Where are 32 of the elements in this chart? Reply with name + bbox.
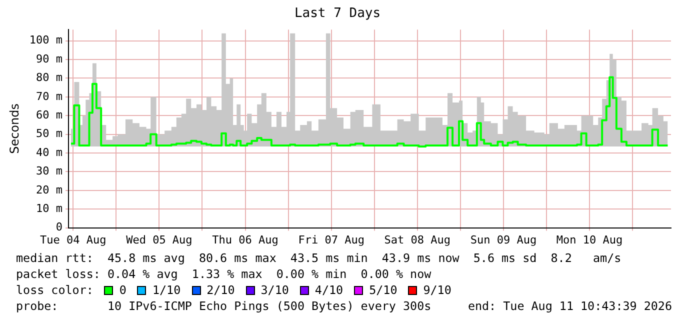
chart-title: Last 7 Days xyxy=(294,6,381,22)
text: median rtt: 45.8 ms avg 80.6 ms max 43.5 ms min 43.9 ms now 5.6 ms sd 8.2 am/s xyxy=(16,250,622,266)
text: packet loss: 0.04 % avg 1.33 % max 0.00 % min 0.00 % now xyxy=(16,266,432,282)
y-tick-label: 100 m xyxy=(29,34,63,47)
x-tick-label: Mon 10 Aug xyxy=(556,233,623,246)
text: 3/10 xyxy=(260,282,289,298)
y-tick-label: 80 m xyxy=(36,71,63,84)
y-tick-label: 60 m xyxy=(36,108,63,122)
text: 9/10 xyxy=(423,282,452,298)
y-tick-label: 30 m xyxy=(36,164,63,178)
x-tick-label: Wed 05 Aug xyxy=(126,233,192,246)
text: 5/10 xyxy=(369,282,398,298)
y-tick-label: 70 m xyxy=(36,90,63,103)
y-tick-label: 10 m xyxy=(36,202,63,215)
y-axis-title: Seconds xyxy=(7,103,22,154)
text: 4/10 xyxy=(314,282,344,298)
y-tick-label: 0 xyxy=(56,220,63,234)
x-tick-label: Sun 09 Aug xyxy=(470,233,537,246)
x-tick-label: Thu 06 Aug xyxy=(212,233,278,246)
x-tick-label: Sat 08 Aug xyxy=(384,233,451,246)
x-tick-label: Fri 07 Aug xyxy=(298,233,364,246)
y-tick-label: 40 m xyxy=(36,146,63,159)
text: end: Tue Aug 11 10:43:39 2026 xyxy=(468,298,672,314)
text: 1/10 xyxy=(152,282,181,298)
text: loss color: xyxy=(16,282,94,298)
y-tick-label: 90 m xyxy=(36,52,63,66)
x-tick-label: Tue 04 Aug xyxy=(40,233,106,246)
y-tick-label: 20 m xyxy=(36,183,63,196)
y-tick-label: 50 m xyxy=(36,127,63,140)
text: 2/10 xyxy=(206,282,235,298)
text: 0 xyxy=(119,282,126,298)
text: probe: 10 IPv6-ICMP Echo Pings (500 Bytes) every 300s xyxy=(16,298,432,314)
